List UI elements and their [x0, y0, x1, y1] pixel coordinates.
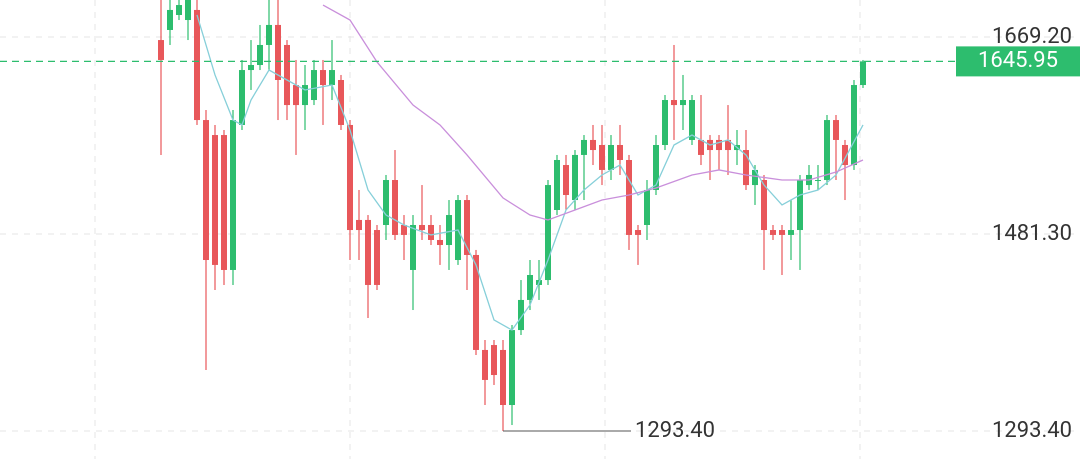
candle-body [176, 5, 182, 15]
candle-body [221, 135, 227, 270]
candle-body [374, 230, 380, 285]
candle-body [482, 349, 488, 380]
candle-body [653, 144, 659, 190]
candle-body [491, 345, 497, 376]
candle-body [716, 139, 722, 151]
candle-body [554, 159, 560, 210]
candle-body [473, 254, 479, 350]
candle-body [689, 100, 695, 140]
moving-average-line [196, 14, 864, 331]
candle-body [635, 230, 641, 235]
candle-body [581, 139, 587, 155]
candle-body [194, 9, 200, 121]
candle-body [752, 169, 758, 186]
candle-body [212, 135, 218, 265]
candle-body [302, 85, 308, 106]
candle-body [167, 9, 173, 30]
candle-body [356, 219, 362, 231]
candle-body [671, 100, 677, 106]
candle-body [617, 144, 623, 160]
candle-body [275, 24, 281, 80]
candle-body [320, 70, 326, 86]
candle-body [788, 230, 794, 235]
candle-body [248, 65, 254, 71]
candle-body [590, 139, 596, 151]
candle-body [203, 120, 209, 261]
candle-body [545, 185, 551, 281]
candle-body [392, 180, 398, 235]
candle-body [428, 224, 434, 240]
candle-body [446, 215, 452, 246]
candle-body [527, 275, 533, 300]
candle-body [158, 40, 164, 60]
candle-body [725, 139, 731, 151]
candle-body [815, 180, 821, 182]
candle-body [860, 61, 866, 86]
candle-body [824, 120, 830, 181]
last-price-label: 1645.95 [978, 48, 1058, 73]
candle-body [563, 165, 569, 196]
candle-body [338, 79, 344, 125]
candle-body [698, 139, 704, 155]
candle-body [851, 85, 857, 166]
candle-body [437, 239, 443, 246]
min-marker-label: 1293.40 [635, 418, 715, 443]
vertical-grid [94, 0, 861, 459]
candle-body [509, 330, 515, 406]
candle-body [365, 219, 371, 285]
y-tick-label: 1481.30 [992, 221, 1072, 246]
candle-body [500, 349, 506, 406]
candle-body [743, 150, 749, 186]
candle-body [266, 24, 272, 45]
candle-body [230, 120, 236, 270]
candle-body [383, 180, 389, 225]
moving-average-line [322, 4, 864, 221]
candle-body [626, 159, 632, 235]
candle-body [599, 144, 605, 170]
candle-body [329, 70, 335, 86]
last-price-tag [956, 46, 1080, 77]
candle-body [293, 85, 299, 106]
candle-body [662, 100, 668, 145]
candle-body [572, 154, 578, 201]
candle-body [644, 189, 650, 225]
candle-body [347, 124, 353, 231]
candle-body [770, 230, 776, 235]
candle-body [464, 200, 470, 255]
candle-body [185, 0, 191, 21]
candle-body [518, 299, 524, 331]
candle-body [842, 144, 848, 166]
candle-body [680, 100, 686, 106]
y-tick-label: 1669.20 [992, 24, 1072, 49]
candle-body [311, 70, 317, 101]
candle-body [797, 180, 803, 231]
y-tick-label: 1293.40 [992, 418, 1072, 443]
candle-body [779, 230, 785, 235]
candle-body [608, 144, 614, 170]
candle-body [284, 44, 290, 106]
candle-body [239, 70, 245, 125]
candle-body [761, 180, 767, 231]
candle-body [257, 44, 263, 66]
candle-body [419, 224, 425, 231]
candle-body [401, 224, 407, 235]
candle-body [410, 224, 416, 270]
candle-body [833, 120, 839, 140]
